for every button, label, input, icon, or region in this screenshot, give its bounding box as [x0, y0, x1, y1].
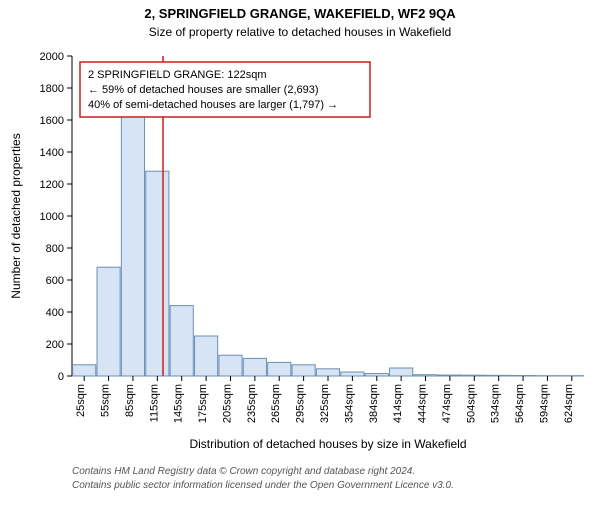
x-tick-label: 25sqm [75, 384, 87, 417]
bar [390, 368, 413, 376]
y-tick-label: 400 [46, 307, 64, 319]
x-tick-label: 564sqm [514, 384, 526, 423]
annotation-line: 2 SPRINGFIELD GRANGE: 122sqm [88, 69, 267, 81]
footer-line-2: Contains public sector information licen… [72, 480, 454, 491]
y-tick-label: 1600 [40, 115, 64, 127]
x-axis-label: Distribution of detached houses by size … [189, 437, 466, 451]
y-tick-label: 0 [58, 371, 64, 383]
bar [316, 369, 339, 376]
y-tick-label: 1000 [40, 211, 64, 223]
chart-subtitle: Size of property relative to detached ho… [149, 25, 451, 39]
x-tick-label: 205sqm [221, 384, 233, 423]
bar [219, 355, 242, 376]
x-tick-label: 325sqm [319, 384, 331, 423]
bar [414, 375, 437, 376]
bar [365, 374, 388, 376]
bar [73, 365, 96, 376]
bar [438, 375, 461, 376]
annotation-line: 40% of semi-detached houses are larger (… [88, 99, 338, 111]
x-tick-label: 444sqm [417, 384, 429, 423]
x-tick-label: 235sqm [246, 384, 258, 423]
x-tick-label: 384sqm [368, 384, 380, 423]
x-tick-label: 145sqm [173, 384, 185, 423]
x-tick-label: 624sqm [563, 384, 575, 423]
y-tick-label: 1200 [40, 179, 64, 191]
x-tick-label: 594sqm [538, 384, 550, 423]
y-axis-label: Number of detached properties [9, 133, 23, 298]
bar [292, 365, 315, 376]
x-tick-label: 265sqm [270, 384, 282, 423]
y-tick-label: 600 [46, 275, 64, 287]
chart-svg: 2, SPRINGFIELD GRANGE, WAKEFIELD, WF2 9Q… [0, 0, 600, 500]
chart-container: 2, SPRINGFIELD GRANGE, WAKEFIELD, WF2 9Q… [0, 0, 600, 500]
bar [341, 372, 364, 376]
bar [463, 375, 486, 376]
bar [487, 375, 510, 376]
x-tick-label: 115sqm [148, 384, 160, 422]
bar [195, 336, 218, 376]
bar [268, 362, 291, 376]
y-tick-label: 200 [46, 339, 64, 351]
x-tick-label: 474sqm [441, 384, 453, 423]
bar [170, 306, 193, 376]
y-tick-label: 2000 [40, 51, 64, 63]
x-tick-label: 414sqm [392, 384, 404, 423]
x-tick-label: 354sqm [343, 384, 355, 423]
x-tick-label: 504sqm [465, 384, 477, 423]
x-tick-label: 534sqm [490, 384, 502, 423]
y-tick-label: 800 [46, 243, 64, 255]
x-tick-label: 295sqm [295, 384, 307, 423]
x-tick-label: 55sqm [100, 384, 112, 417]
chart-title: 2, SPRINGFIELD GRANGE, WAKEFIELD, WF2 9Q… [144, 6, 456, 21]
y-tick-label: 1800 [40, 83, 64, 95]
footer-line-1: Contains HM Land Registry data © Crown c… [72, 466, 415, 477]
y-tick-label: 1400 [40, 147, 64, 159]
bar [121, 117, 144, 376]
x-tick-label: 85sqm [124, 384, 136, 417]
bar [146, 171, 169, 376]
bar [97, 267, 120, 376]
annotation-line: ← 59% of detached houses are smaller (2,… [88, 84, 319, 96]
bar [243, 358, 266, 376]
x-tick-label: 175sqm [197, 384, 209, 423]
